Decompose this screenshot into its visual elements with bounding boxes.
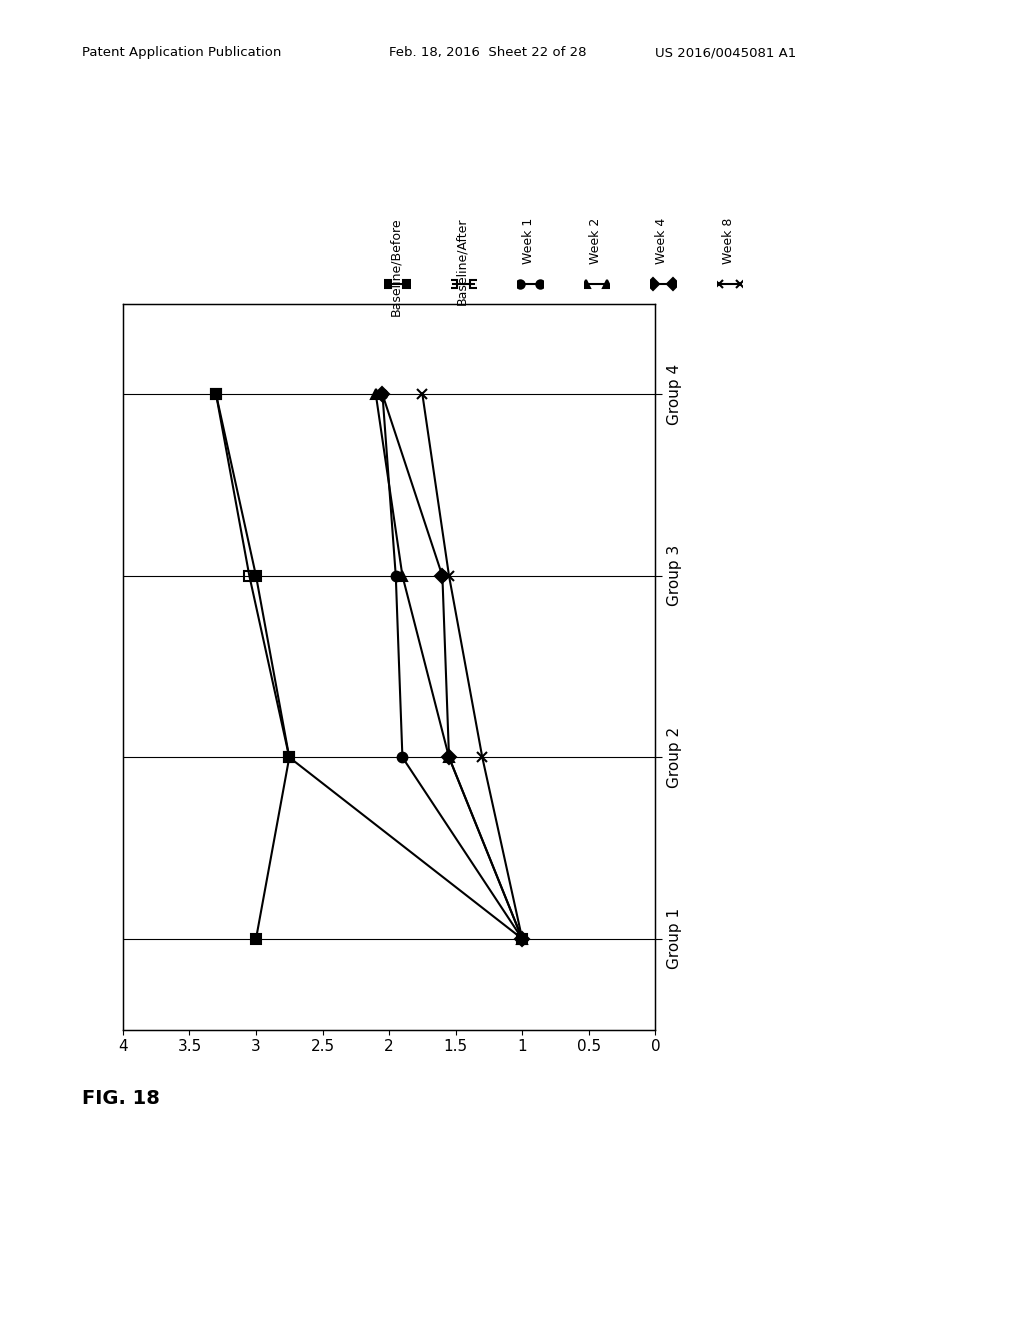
Line: Week 4: Week 4 xyxy=(378,389,527,944)
Week 8 xyxy=(442,568,455,583)
Week 2 xyxy=(516,931,528,946)
Week 1 xyxy=(516,931,528,946)
Baseline/After xyxy=(244,568,256,583)
Week 2 xyxy=(370,387,382,403)
Baseline/Before xyxy=(250,568,262,583)
Line: Baseline/After: Baseline/After xyxy=(211,389,527,944)
Baseline/After xyxy=(283,750,295,766)
Text: Week 2: Week 2 xyxy=(589,218,602,264)
Text: US 2016/0045081 A1: US 2016/0045081 A1 xyxy=(655,46,797,59)
Text: Patent Application Publication: Patent Application Publication xyxy=(82,46,282,59)
Week 1 xyxy=(396,750,409,766)
Week 4 xyxy=(377,387,389,403)
Text: Baseline/After: Baseline/After xyxy=(456,218,469,305)
Week 4 xyxy=(436,568,449,583)
Line: Week 2: Week 2 xyxy=(371,389,527,944)
Week 8 xyxy=(416,387,428,403)
Baseline/After xyxy=(516,931,528,946)
Text: Week 8: Week 8 xyxy=(722,218,735,264)
Week 8 xyxy=(476,750,488,766)
Baseline/Before xyxy=(283,750,295,766)
Week 4 xyxy=(442,750,455,766)
Week 2 xyxy=(396,568,409,583)
Text: Week 4: Week 4 xyxy=(655,218,669,264)
Week 1 xyxy=(377,387,389,403)
Week 2 xyxy=(442,750,455,766)
Week 8 xyxy=(516,931,528,946)
Text: FIG. 18: FIG. 18 xyxy=(82,1089,160,1107)
Baseline/Before xyxy=(250,931,262,946)
Week 1 xyxy=(389,568,401,583)
Text: Week 1: Week 1 xyxy=(522,218,536,264)
Baseline/After xyxy=(210,387,222,403)
Text: Baseline/Before: Baseline/Before xyxy=(389,218,402,317)
Baseline/Before xyxy=(210,387,222,403)
Line: Week 1: Week 1 xyxy=(378,389,527,944)
Line: Week 8: Week 8 xyxy=(418,389,527,944)
Line: Baseline/Before: Baseline/Before xyxy=(211,389,294,944)
Week 4 xyxy=(516,931,528,946)
Text: Feb. 18, 2016  Sheet 22 of 28: Feb. 18, 2016 Sheet 22 of 28 xyxy=(389,46,587,59)
